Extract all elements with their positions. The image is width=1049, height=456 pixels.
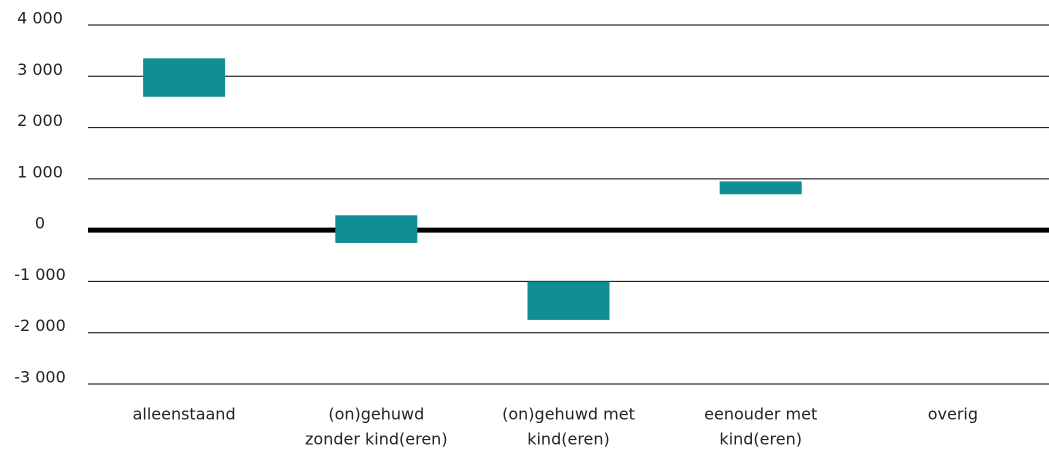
x-tick-label: kind(eren) — [527, 430, 610, 449]
x-tick-label: (on)gehuwd met — [502, 405, 635, 424]
bar — [335, 215, 418, 243]
y-tick-label: 2 000 — [17, 111, 63, 130]
x-tick-label: overig — [928, 405, 978, 424]
y-tick-label: 1 000 — [17, 162, 63, 181]
y-tick-label: 4 000 — [17, 9, 63, 28]
y-tick-label: 0 — [35, 214, 45, 233]
y-tick-label: -3 000 — [14, 368, 66, 387]
bar — [143, 58, 226, 97]
bar — [719, 181, 802, 195]
x-tick-label: zonder kind(eren) — [305, 430, 448, 449]
y-tick-label: -1 000 — [14, 265, 66, 284]
x-tick-label: (on)gehuwd — [328, 405, 424, 424]
y-tick-label: -2 000 — [14, 316, 66, 335]
y-tick-label: 3 000 — [17, 60, 63, 79]
x-tick-label: kind(eren) — [719, 430, 802, 449]
x-tick-label: eenouder met — [704, 405, 817, 424]
bar — [527, 281, 610, 320]
x-tick-label: alleenstaand — [133, 405, 236, 424]
